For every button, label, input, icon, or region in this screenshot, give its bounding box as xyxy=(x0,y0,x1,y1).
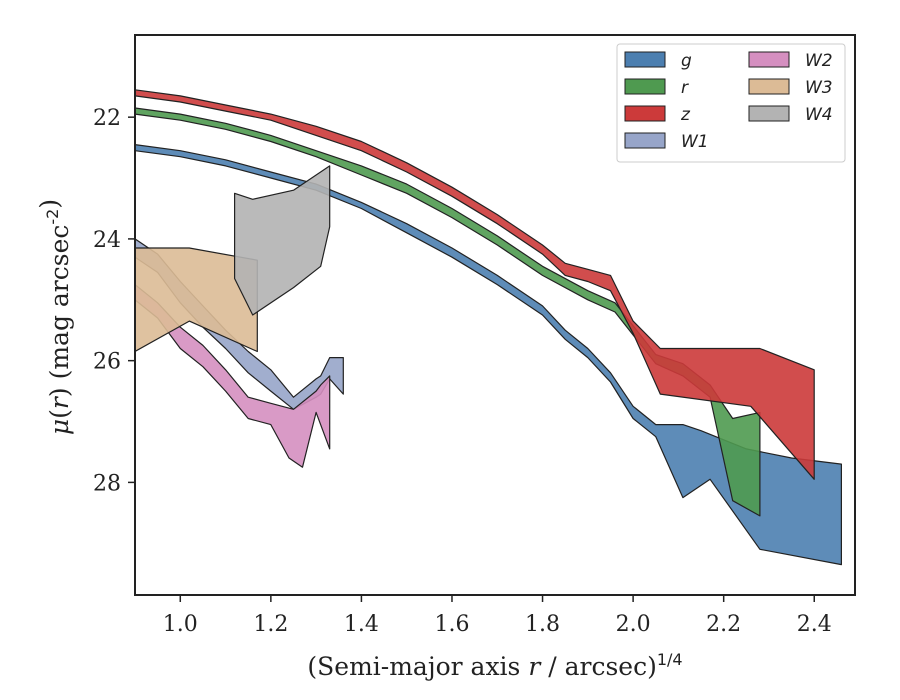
legend-label-w1: W1 xyxy=(681,132,709,152)
x-tick-label: 2.2 xyxy=(706,612,741,637)
y-tick-label: 26 xyxy=(93,350,121,375)
axis-titles: (Semi-major axis r / arcsec)1/4 μ(r) (mag… xyxy=(35,199,683,681)
band-z xyxy=(135,89,815,480)
legend-label-r: r xyxy=(681,78,689,98)
x-axis-title: (Semi-major axis r / arcsec)1/4 xyxy=(307,650,682,681)
plot-frame xyxy=(134,34,856,596)
x-tick-label: 1.8 xyxy=(525,612,560,637)
legend-label-w3: W3 xyxy=(805,78,833,98)
legend-swatch-w2 xyxy=(748,51,790,68)
band-w3 xyxy=(135,247,258,353)
y-tick-label: 24 xyxy=(93,228,121,253)
legend-swatch-z xyxy=(624,105,666,122)
legend-label-g: g xyxy=(681,51,692,71)
x-tick-label: 2.4 xyxy=(797,612,832,637)
legend-swatch-r xyxy=(624,78,666,95)
x-tick-label: 1.0 xyxy=(163,612,198,637)
legend-swatch-g xyxy=(624,51,666,68)
series-bands xyxy=(135,89,842,566)
x-tick-label: 1.6 xyxy=(434,612,469,637)
band-r xyxy=(135,107,761,517)
y-axis: 22 24 26 28 xyxy=(93,106,135,496)
x-axis: 1.0 1.2 1.4 1.6 1.8 2.0 2.2 2.4 xyxy=(163,595,832,637)
x-tick-label: 1.4 xyxy=(344,612,379,637)
band-g xyxy=(135,144,842,566)
y-tick-label: 28 xyxy=(93,471,121,496)
band-w2 xyxy=(135,284,331,468)
legend-label-w4: W4 xyxy=(805,105,833,125)
legend-swatch-w4 xyxy=(748,105,790,122)
legend-box xyxy=(616,43,846,163)
y-tick-label: 22 xyxy=(93,106,121,131)
legend-label-z: z xyxy=(680,105,691,125)
legend-swatch-w1 xyxy=(624,132,666,149)
legend-swatch-w3 xyxy=(748,78,790,95)
x-tick-label: 1.2 xyxy=(253,612,288,637)
y-axis-title: μ(r) (mag arcsec-2) xyxy=(35,199,74,435)
legend-label-w2: W2 xyxy=(805,51,833,71)
x-tick-label: 2.0 xyxy=(616,612,651,637)
band-w4 xyxy=(234,165,331,316)
legend: grz W1 W2 W3 W4 xyxy=(616,43,846,163)
